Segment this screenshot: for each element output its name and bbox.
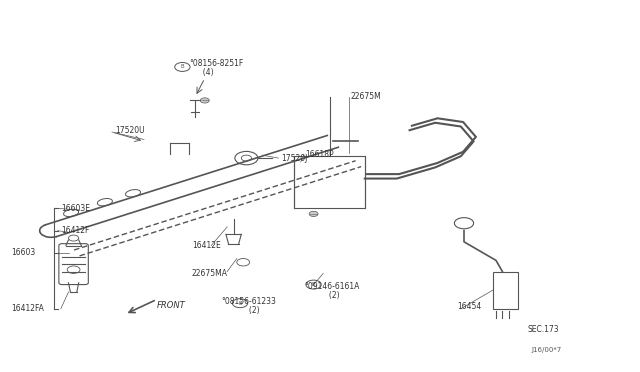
Text: (4): (4) [198,68,214,77]
Text: 16412F: 16412F [61,226,89,235]
Text: 16412E: 16412E [192,241,221,250]
Text: FRONT: FRONT [157,301,186,310]
Text: °09146-6161A: °09146-6161A [304,282,360,291]
Text: 16618P: 16618P [305,150,334,159]
Text: 16454: 16454 [458,302,482,311]
Text: 16603: 16603 [12,248,36,257]
Circle shape [309,211,318,217]
Text: (2): (2) [317,291,339,300]
Text: °08156-8251F: °08156-8251F [189,59,243,68]
Text: B: B [238,301,242,306]
Text: (2): (2) [237,306,259,315]
Text: 22675M: 22675M [350,92,381,101]
Text: 22675MA: 22675MA [192,269,228,278]
Text: B: B [312,282,316,287]
Text: 17520J: 17520J [282,154,308,163]
Text: B: B [180,64,184,70]
Text: J16/00*7: J16/00*7 [531,347,561,353]
Text: °08156-61233: °08156-61233 [221,297,276,306]
Text: 17520U: 17520U [115,126,145,135]
Circle shape [200,98,209,103]
Text: SEC.173: SEC.173 [528,325,559,334]
Text: 16603E: 16603E [61,204,90,213]
Text: 16412FA: 16412FA [12,304,44,313]
